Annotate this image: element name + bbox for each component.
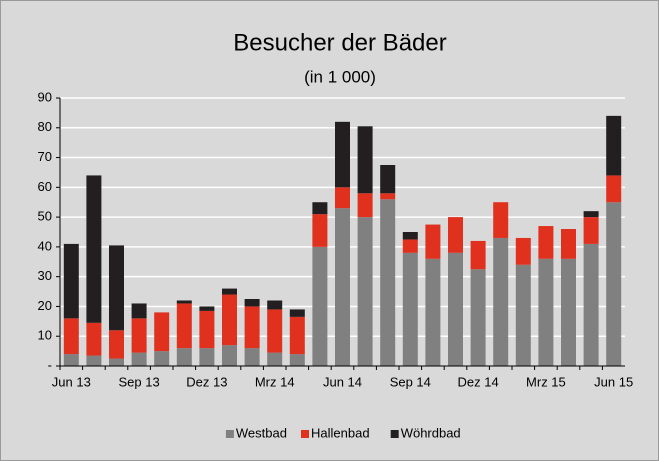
bar-segment: [289, 309, 305, 317]
y-tick-label: 20: [38, 298, 52, 313]
x-tick-label: Jun 14: [323, 374, 362, 389]
bar-segment: [199, 310, 215, 349]
x-tick-label: Dez 14: [457, 374, 498, 389]
bar-segment: [606, 202, 622, 366]
legend-label: Westbad: [236, 425, 287, 440]
bar-segment: [538, 258, 554, 366]
bar-segment: [380, 193, 396, 200]
bar-segment: [402, 232, 418, 240]
bar-segment: [86, 322, 102, 356]
bar-segment: [357, 126, 373, 194]
x-tick-label: Sep 13: [118, 374, 159, 389]
bar-segment: [561, 229, 576, 259]
legend-swatch: [301, 430, 309, 438]
bar-segment: [425, 258, 441, 366]
bar-segment: [289, 316, 305, 355]
bar-segment: [583, 243, 599, 366]
bar-segment: [380, 165, 396, 194]
x-tick-label: Mrz 14: [255, 374, 295, 389]
bar-segment: [312, 246, 328, 366]
bar-segment: [402, 239, 418, 253]
bar-segment: [63, 243, 79, 319]
bar-segment: [244, 299, 260, 307]
bar-segment: [109, 358, 124, 366]
bar-segment: [561, 258, 576, 366]
bar-segment: [244, 306, 260, 349]
bar-segment: [267, 309, 283, 353]
bar-segment: [515, 264, 531, 366]
y-tick-label: 70: [38, 149, 52, 164]
bar-segment: [312, 214, 328, 247]
bar-segment: [493, 202, 509, 238]
chart-title: Besucher der Bäder: [233, 29, 446, 56]
bar-segment: [63, 354, 79, 366]
bar-segment: [154, 312, 170, 352]
bar-segment: [267, 352, 283, 366]
y-tick-label: 40: [38, 238, 52, 253]
bar-segment: [199, 348, 215, 366]
bar-segment: [335, 208, 350, 366]
legend-label: Hallenbad: [311, 425, 370, 440]
bar-segment: [380, 199, 396, 366]
bar-segment: [131, 352, 147, 366]
legend-swatch: [225, 430, 234, 438]
legend-swatch: [390, 430, 399, 438]
bar-segment: [109, 330, 124, 359]
bar-segment: [289, 354, 305, 366]
bar-segment: [583, 217, 599, 244]
bar-segment: [448, 252, 463, 366]
bar-segment: [357, 193, 373, 218]
bar-segment: [583, 211, 599, 218]
x-tick-label: Jun 13: [52, 374, 91, 389]
y-tick-label: 10: [38, 328, 52, 343]
bar-segment: [63, 318, 79, 355]
bar-segment: [199, 306, 215, 311]
x-tick-label: Jun 15: [594, 374, 633, 389]
y-tick-label: 30: [38, 268, 52, 283]
bar-segment: [470, 269, 486, 366]
legend-label: Wöhrdbad: [401, 425, 461, 440]
bar-segment: [357, 217, 373, 366]
y-tick-label: 60: [38, 179, 52, 194]
y-tick-label: 90: [38, 89, 52, 104]
bar-segment: [109, 245, 124, 331]
bar-segment: [176, 303, 192, 349]
bar-segment: [244, 348, 260, 366]
bar-segment: [335, 187, 350, 209]
bar-segment: [131, 318, 147, 353]
bar-segment: [131, 303, 147, 319]
bar-segment: [176, 348, 192, 366]
bar-segment: [515, 237, 531, 265]
bar-segment: [493, 237, 509, 366]
bar-segment: [267, 300, 283, 310]
bar-segment: [335, 121, 350, 188]
bar-segment: [606, 175, 622, 203]
x-tick-label: Sep 14: [390, 374, 431, 389]
y-tick-label: -: [48, 357, 52, 372]
y-tick-label: 50: [38, 209, 52, 224]
bar-segment: [402, 252, 418, 366]
chart-subtitle: (in 1 000): [304, 67, 376, 86]
y-tick-label: 80: [38, 119, 52, 134]
bar-segment: [222, 294, 237, 346]
bar-segment: [312, 202, 328, 215]
bar-segment: [176, 300, 192, 304]
bar-segment: [538, 226, 554, 259]
bar-segment: [425, 224, 441, 259]
bar-segment: [448, 217, 463, 253]
bar-segment: [154, 351, 170, 366]
bar-segment: [86, 175, 102, 323]
bar-segment: [470, 240, 486, 270]
x-tick-label: Mrz 15: [526, 374, 566, 389]
bar-segment: [86, 355, 102, 366]
bar-segment: [222, 288, 237, 295]
bar-segment: [606, 115, 622, 176]
x-tick-label: Dez 13: [186, 374, 227, 389]
bar-segment: [222, 345, 237, 366]
